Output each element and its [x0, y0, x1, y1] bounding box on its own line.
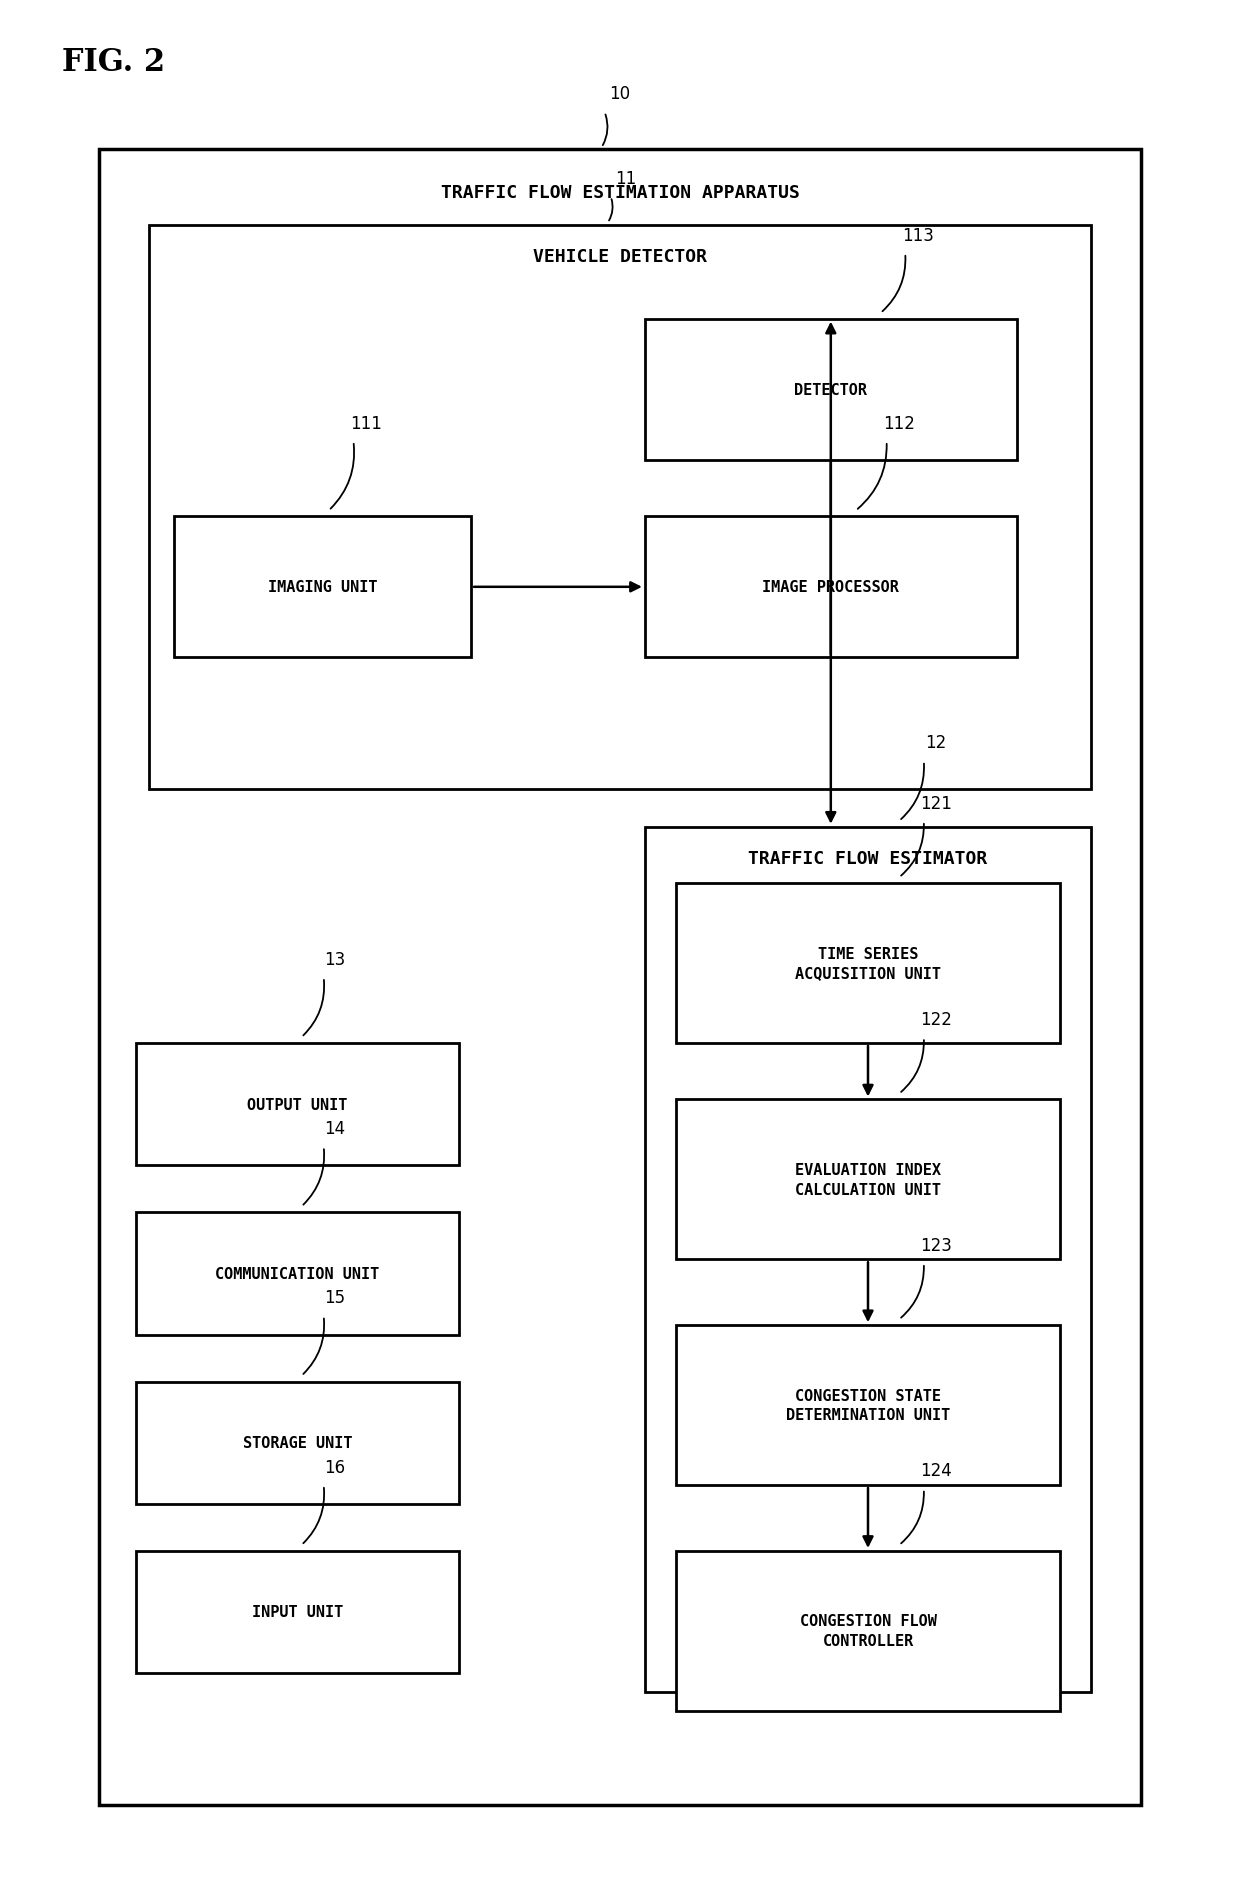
Bar	[645, 320, 1017, 461]
Text: 112: 112	[883, 414, 915, 432]
Text: TRAFFIC FLOW ESTIMATOR: TRAFFIC FLOW ESTIMATOR	[749, 850, 987, 869]
Text: 10: 10	[609, 85, 631, 103]
Bar	[149, 226, 1091, 790]
Bar	[676, 884, 1060, 1043]
Text: CONGESTION FLOW
CONTROLLER: CONGESTION FLOW CONTROLLER	[800, 1613, 936, 1649]
Text: STORAGE UNIT: STORAGE UNIT	[243, 1436, 352, 1449]
Text: 123: 123	[920, 1235, 952, 1254]
Text: TIME SERIES
ACQUISITION UNIT: TIME SERIES ACQUISITION UNIT	[795, 946, 941, 981]
Bar	[136, 1213, 459, 1335]
Text: 113: 113	[901, 226, 934, 244]
Bar	[676, 1325, 1060, 1485]
Text: IMAGING UNIT: IMAGING UNIT	[268, 581, 377, 594]
Text: 14: 14	[324, 1119, 346, 1137]
Bar	[645, 827, 1091, 1692]
Text: 122: 122	[920, 1010, 952, 1028]
Bar	[99, 150, 1141, 1805]
Bar	[136, 1382, 459, 1504]
Text: EVALUATION INDEX
CALCULATION UNIT: EVALUATION INDEX CALCULATION UNIT	[795, 1162, 941, 1198]
Bar	[174, 517, 471, 658]
Text: VEHICLE DETECTOR: VEHICLE DETECTOR	[533, 248, 707, 267]
Text: 15: 15	[324, 1288, 346, 1307]
Text: OUTPUT UNIT: OUTPUT UNIT	[248, 1098, 347, 1111]
Text: 13: 13	[324, 949, 346, 968]
Text: 124: 124	[920, 1461, 952, 1480]
Text: IMAGE PROCESSOR: IMAGE PROCESSOR	[763, 581, 899, 594]
Bar	[676, 1100, 1060, 1260]
Text: CONGESTION STATE
DETERMINATION UNIT: CONGESTION STATE DETERMINATION UNIT	[786, 1387, 950, 1423]
Bar	[136, 1043, 459, 1166]
Bar	[645, 517, 1017, 658]
Text: 12: 12	[925, 733, 947, 752]
Text: FIG. 2: FIG. 2	[62, 47, 165, 77]
Text: 111: 111	[350, 414, 382, 432]
Text: DETECTOR: DETECTOR	[795, 384, 867, 397]
Text: 11: 11	[615, 169, 637, 188]
Bar	[676, 1551, 1060, 1711]
Text: INPUT UNIT: INPUT UNIT	[252, 1606, 343, 1619]
Text: 16: 16	[324, 1457, 346, 1476]
Text: 121: 121	[920, 793, 952, 812]
Text: COMMUNICATION UNIT: COMMUNICATION UNIT	[216, 1267, 379, 1280]
Bar	[136, 1551, 459, 1673]
Text: TRAFFIC FLOW ESTIMATION APPARATUS: TRAFFIC FLOW ESTIMATION APPARATUS	[440, 184, 800, 203]
